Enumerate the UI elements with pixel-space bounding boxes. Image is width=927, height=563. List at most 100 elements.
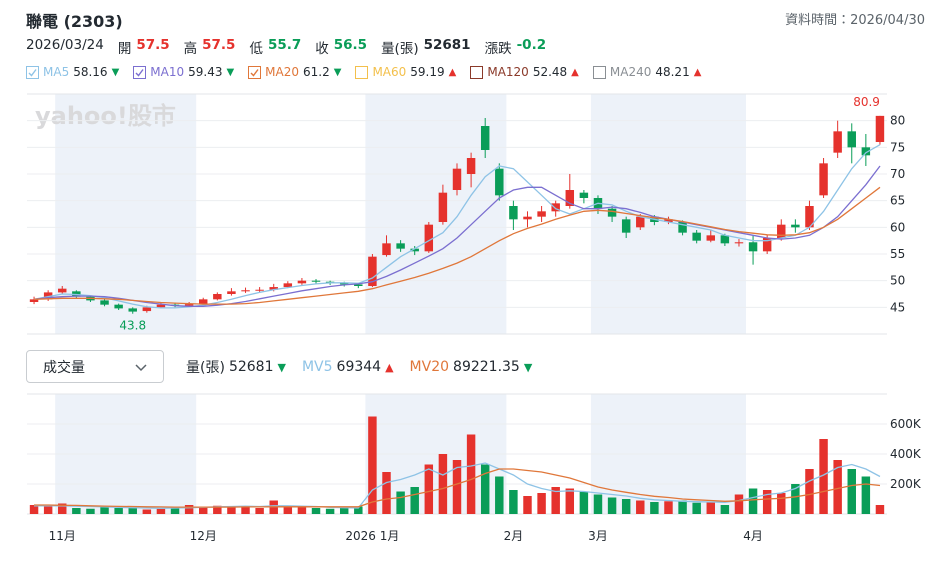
legend-checkbox[interactable] [355,65,369,79]
candle-body [805,206,814,228]
volume-bar [734,494,744,514]
volume-bar [636,500,645,514]
max-label: 80.9 [853,95,880,109]
candle-body [283,283,293,288]
candle-body [466,158,476,174]
y-tick-label: 600K [890,417,922,431]
legend-arrow: ▲ [385,360,394,374]
quote-item: 收 56.5 [315,37,367,57]
check-mark [250,68,259,77]
legend-checkbox[interactable] [592,65,606,79]
legend-checkbox[interactable] [470,65,484,79]
legend-arrow: ▲ [693,66,702,78]
quote-label: 開 [117,41,132,57]
candle-body [452,168,462,190]
y-tick-label: 65 [890,194,905,208]
y-tick-label: 50 [890,274,905,288]
quote-label: 量(張) [381,41,419,57]
candle-body [875,115,885,142]
volume-legend-item: MV20 89221.35 ▼ [410,357,533,377]
volume-bar [593,494,603,514]
volume-bar [213,505,222,514]
volume-bar [58,503,67,514]
legend-checkbox[interactable] [133,65,147,79]
volume-legend-item: MV5 69344 ▲ [302,357,394,377]
legend-checkbox[interactable] [248,65,262,79]
candle-body [861,147,871,156]
volume-legend-item: 量(張) 52681 ▼ [186,357,286,377]
quote-label: 高 [183,41,198,57]
candle-body [833,131,842,153]
legend-name: MV5 [301,359,333,375]
candle-body [847,131,856,148]
quote-label: 收 [315,41,329,57]
candle-body [368,256,377,286]
legend-name: MA120 [487,65,529,79]
legend-last: 69344 [336,359,382,375]
legend-checkbox[interactable] [26,65,39,79]
legend-last: 52.48 [532,65,568,79]
candle-body [636,216,645,228]
stock-title: 聯電 (2303) [26,12,123,31]
legend-item[interactable]: MA240 48.21 ▲ [592,65,702,79]
volume-bar [184,505,194,514]
volume-bar [410,487,419,514]
ma-line [34,468,881,508]
legend-last: 89221.35 [453,359,520,375]
legend-item[interactable]: MA60 59.19 ▲ [355,65,456,79]
y-tick-label: 70 [890,167,905,181]
check-mark [135,68,144,77]
legend-arrow: ▼ [523,360,533,374]
candle-body [495,168,504,196]
volume-bar [495,476,504,514]
legend-name: MA20 [265,65,300,79]
candle-body [255,289,264,291]
data-time: 資料時間：2026/04/30 [785,13,925,28]
quote-item: 量(張) 52681 [381,37,471,57]
watermark: yahoo!股市 [35,102,176,130]
candle-body [311,280,321,282]
volume-bar [650,502,659,514]
quote-value: 57.5 [136,37,170,53]
candle-body [720,235,730,244]
volume-bar [523,496,532,514]
check-mark [28,68,37,77]
candle-body [523,216,532,220]
legend-arrow: ▼ [333,66,342,78]
legend-item[interactable]: MA20 61.2 ▼ [248,65,341,79]
volume-bar [325,508,335,514]
candle-body [762,238,772,252]
ma-line [33,165,881,307]
legend-last: 61.2 [303,65,330,79]
candle-body [227,291,236,294]
candle-body [819,163,828,196]
volume-bar [311,508,321,514]
legend-name: 量(張) [186,360,225,376]
volume-bar [621,499,631,514]
legend-item[interactable]: MA120 52.48 ▲ [470,65,579,79]
legend-item[interactable]: MA10 59.43 ▼ [133,65,234,79]
volume-bar [706,502,715,514]
volume-bar [114,508,123,514]
volume-bar [607,497,617,514]
x-tick-label: 4月 [743,529,763,543]
quote-value: 55.7 [267,37,302,53]
candle-body [509,206,518,220]
candle-body [480,126,490,150]
legend-arrow: ▲ [448,66,457,78]
quote-value: -0.2 [516,37,547,53]
min-label: 43.8 [119,319,146,333]
indicator-select[interactable]: 成交量 [26,350,164,383]
volume-bar [565,488,575,514]
volume-bar [72,508,81,514]
y-tick-label: 75 [890,140,905,154]
legend-item[interactable]: MA5 58.16 ▼ [26,65,119,79]
candle-body [678,222,687,233]
candle-body [213,294,222,300]
x-tick-label: 11月 [49,529,76,543]
candle-body [748,242,758,252]
volume-bar [664,501,673,514]
volume-bar [748,488,758,514]
